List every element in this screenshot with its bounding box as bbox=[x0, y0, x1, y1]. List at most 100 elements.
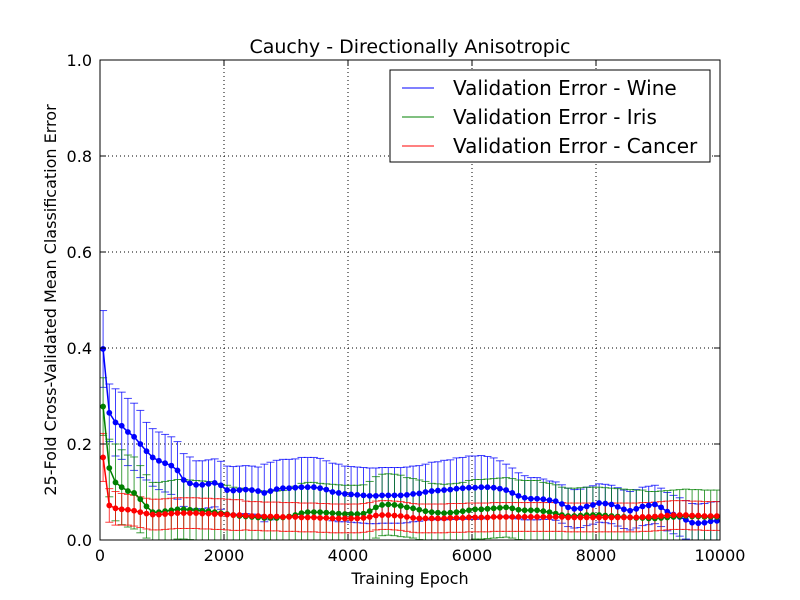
data-point bbox=[466, 484, 472, 491]
data-point bbox=[478, 484, 485, 491]
data-point bbox=[311, 514, 317, 521]
data-point bbox=[459, 508, 466, 515]
data-point bbox=[360, 492, 367, 499]
data-point bbox=[255, 488, 262, 494]
data-point bbox=[652, 501, 658, 508]
y-tick-label: 0.8 bbox=[67, 147, 92, 166]
data-point bbox=[565, 514, 571, 521]
data-point bbox=[230, 512, 237, 518]
data-point bbox=[249, 513, 255, 519]
data-point bbox=[106, 502, 113, 509]
data-point bbox=[168, 510, 175, 517]
data-point bbox=[583, 503, 590, 510]
data-point bbox=[242, 486, 249, 493]
data-point bbox=[453, 515, 460, 521]
data-point bbox=[683, 512, 689, 518]
data-point bbox=[323, 509, 330, 516]
data-point bbox=[205, 510, 212, 517]
data-point bbox=[156, 457, 162, 464]
data-point bbox=[428, 488, 435, 494]
data-point bbox=[466, 507, 472, 514]
data-point bbox=[273, 513, 280, 520]
data-point bbox=[242, 512, 249, 519]
data-point bbox=[590, 514, 596, 521]
data-point bbox=[106, 465, 113, 471]
data-point bbox=[441, 510, 448, 517]
data-point bbox=[366, 492, 373, 499]
data-point bbox=[261, 490, 268, 496]
data-point bbox=[497, 485, 503, 492]
data-point bbox=[503, 504, 510, 511]
data-point bbox=[528, 507, 534, 514]
data-point bbox=[472, 514, 479, 521]
data-point bbox=[211, 479, 218, 486]
data-point bbox=[577, 505, 584, 512]
data-point bbox=[410, 491, 417, 497]
data-point bbox=[509, 514, 516, 520]
data-point bbox=[497, 514, 503, 520]
series-line-0 bbox=[102, 348, 717, 524]
data-point bbox=[249, 487, 255, 493]
data-point bbox=[131, 507, 138, 514]
data-point bbox=[435, 509, 441, 516]
x-tick-label: 2000 bbox=[204, 546, 245, 565]
data-point bbox=[435, 515, 441, 522]
data-point bbox=[546, 509, 553, 516]
data-point bbox=[701, 519, 708, 526]
data-point bbox=[714, 513, 720, 519]
data-point bbox=[379, 512, 386, 518]
data-point bbox=[230, 487, 237, 494]
x-axis-title: Training Epoch bbox=[350, 569, 468, 588]
data-point bbox=[695, 520, 702, 527]
data-point bbox=[304, 484, 311, 491]
data-point bbox=[112, 419, 119, 426]
data-point bbox=[125, 506, 131, 513]
data-point bbox=[391, 492, 398, 499]
x-tick-label: 10000 bbox=[695, 546, 746, 565]
data-point bbox=[397, 513, 404, 519]
data-point bbox=[168, 462, 175, 469]
data-point bbox=[118, 484, 125, 491]
legend-label: Validation Error - Cancer bbox=[453, 134, 698, 158]
chart-title: Cauchy - Directionally Anisotropic bbox=[249, 36, 570, 58]
x-tick-label: 8000 bbox=[576, 546, 617, 565]
data-point bbox=[447, 486, 454, 493]
data-point bbox=[559, 514, 565, 520]
data-point bbox=[193, 510, 200, 517]
data-point bbox=[366, 514, 373, 520]
data-point bbox=[273, 486, 280, 493]
data-point bbox=[100, 403, 106, 410]
data-point bbox=[317, 515, 324, 521]
data-point bbox=[131, 433, 138, 440]
data-point bbox=[583, 514, 590, 521]
data-point bbox=[286, 485, 293, 492]
data-point bbox=[546, 497, 553, 504]
data-point bbox=[596, 500, 602, 506]
data-point bbox=[131, 490, 138, 496]
data-point bbox=[447, 509, 454, 516]
series-line-1 bbox=[102, 406, 717, 520]
data-point bbox=[236, 487, 243, 493]
data-point bbox=[621, 514, 627, 521]
data-point bbox=[211, 511, 218, 517]
data-point bbox=[354, 491, 361, 498]
data-point bbox=[149, 511, 156, 518]
data-point bbox=[329, 515, 336, 522]
data-point bbox=[180, 510, 187, 517]
data-point bbox=[503, 514, 510, 520]
data-point bbox=[422, 508, 429, 515]
data-point bbox=[143, 448, 150, 455]
data-point bbox=[466, 514, 472, 521]
data-point bbox=[515, 506, 522, 513]
data-point bbox=[689, 519, 695, 526]
data-point bbox=[143, 503, 150, 510]
plot-area-frame bbox=[99, 59, 721, 541]
data-point bbox=[137, 509, 144, 516]
data-point bbox=[404, 491, 410, 498]
data-point bbox=[118, 506, 125, 513]
data-point bbox=[385, 492, 392, 499]
data-point bbox=[410, 505, 417, 512]
data-point bbox=[577, 514, 584, 521]
data-point bbox=[366, 508, 373, 515]
data-point bbox=[286, 514, 293, 520]
